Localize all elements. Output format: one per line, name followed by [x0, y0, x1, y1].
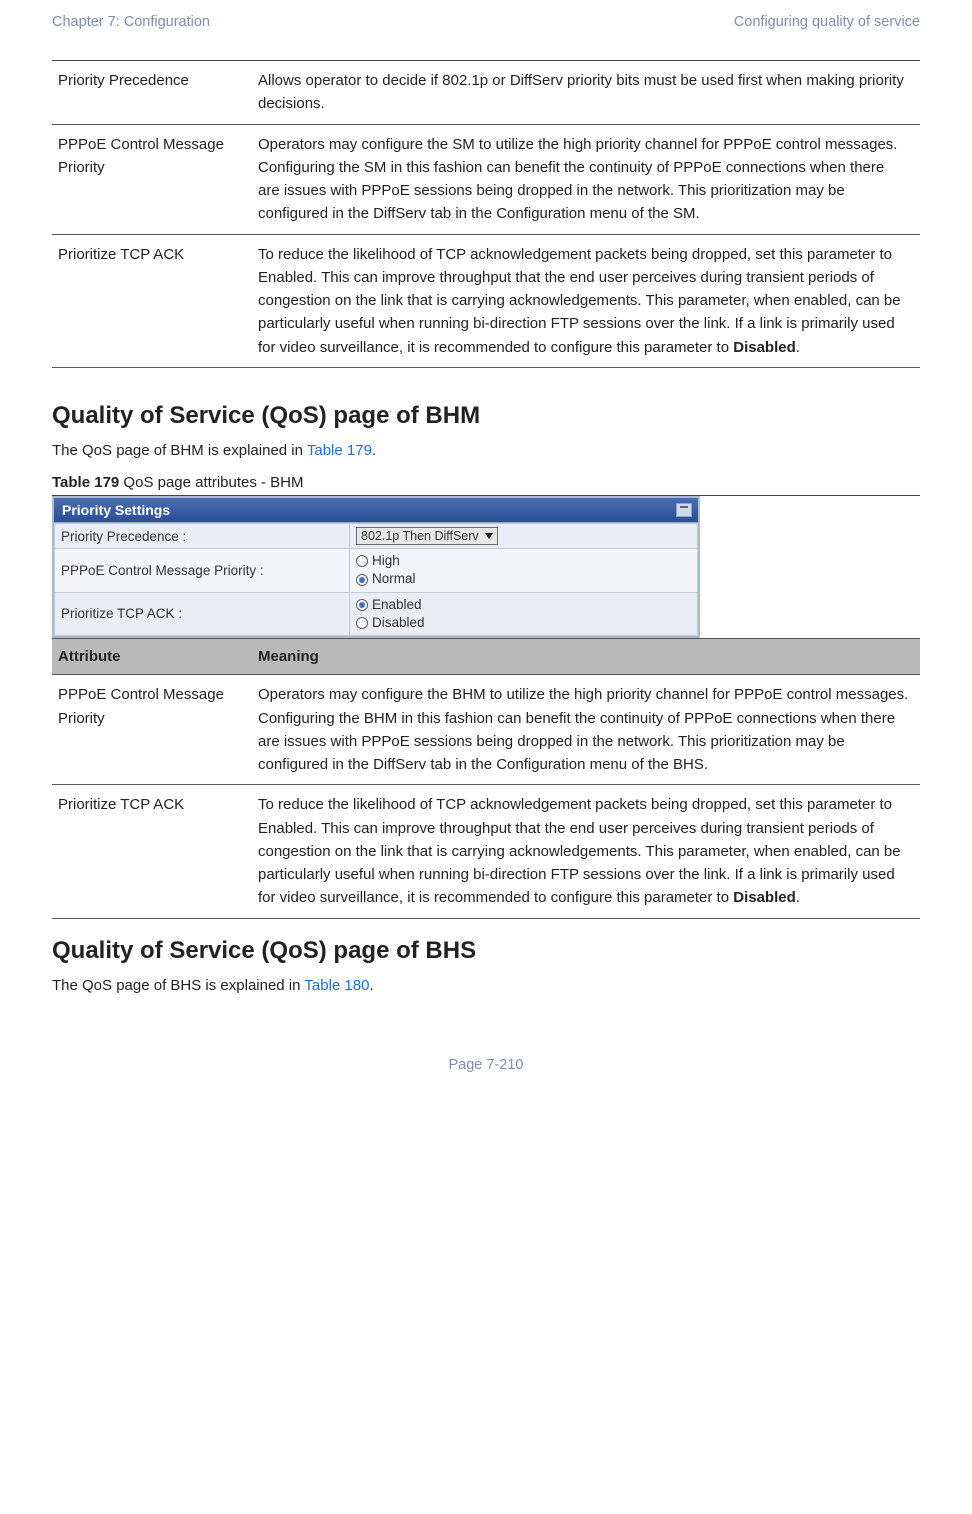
radio-option-enabled[interactable]: Enabled — [356, 596, 691, 614]
radio-option-disabled[interactable]: Disabled — [356, 614, 691, 632]
panel-row: Prioritize TCP ACK : Enabled Disabled — [55, 592, 698, 635]
section-heading-bhs: Quality of Service (QoS) page of BHS — [52, 937, 920, 965]
table-ref-link[interactable]: Table 180 — [304, 977, 369, 994]
desc-cell: Operators may configure the SM to utiliz… — [252, 124, 920, 234]
radio-label: Enabled — [372, 596, 422, 614]
page-footer: Page 7-210 — [52, 1057, 920, 1073]
table-header-row: Attribute Meaning — [52, 639, 920, 675]
intro-post: . — [369, 977, 373, 994]
panel-table: Priority Precedence : 802.1p Then DiffSe… — [54, 523, 698, 636]
radio-icon — [356, 599, 368, 611]
radio-icon — [356, 555, 368, 567]
table-row: Priority Precedence Allows operator to d… — [52, 61, 920, 124]
caption-bold: Table 179 — [52, 474, 119, 491]
column-header: Meaning — [252, 639, 920, 675]
column-header: Attribute — [52, 639, 252, 675]
radio-label: Normal — [372, 570, 416, 588]
attribute-table-1: Priority Precedence Allows operator to d… — [52, 61, 920, 368]
panel-control-cell: 802.1p Then DiffServ — [350, 524, 698, 549]
minimize-icon[interactable] — [676, 503, 692, 517]
desc-text: To reduce the likelihood of TCP acknowle… — [258, 796, 901, 906]
header-right: Configuring quality of service — [734, 14, 920, 30]
desc-post: . — [796, 339, 800, 356]
radio-icon — [356, 617, 368, 629]
panel-label: Prioritize TCP ACK : — [55, 592, 350, 635]
section-heading-bhm: Quality of Service (QoS) page of BHM — [52, 402, 920, 430]
select-value: 802.1p Then DiffServ — [361, 529, 479, 543]
desc-post: . — [796, 889, 800, 906]
chevron-down-icon — [485, 533, 493, 539]
panel-label: PPPoE Control Message Priority : — [55, 549, 350, 592]
panel-control-cell: High Normal — [350, 549, 698, 592]
attr-cell: PPPoE Control Message Priority — [52, 675, 252, 785]
page: Chapter 7: Configuration Configuring qua… — [0, 0, 972, 1103]
attr-cell: Prioritize TCP ACK — [52, 785, 252, 918]
panel-title: Priority Settings — [62, 502, 170, 518]
table-row: Prioritize TCP ACK To reduce the likelih… — [52, 785, 920, 918]
intro-pre: The QoS page of BHS is explained in — [52, 977, 304, 994]
header-left: Chapter 7: Configuration — [52, 14, 210, 30]
desc-bold: Disabled — [733, 889, 796, 906]
attr-cell: Priority Precedence — [52, 61, 252, 124]
attr-cell: PPPoE Control Message Priority — [52, 124, 252, 234]
table-row: PPPoE Control Message Priority Operators… — [52, 675, 920, 785]
table-ref-link[interactable]: Table 179 — [307, 442, 372, 459]
desc-cell: To reduce the likelihood of TCP acknowle… — [252, 234, 920, 367]
intro-paragraph-bhm: The QoS page of BHM is explained in Tabl… — [52, 440, 920, 463]
radio-label: High — [372, 552, 400, 570]
panel-body: Priority Precedence : 802.1p Then DiffSe… — [54, 523, 698, 636]
intro-pre: The QoS page of BHM is explained in — [52, 442, 307, 459]
panel-title-bar: Priority Settings — [54, 498, 698, 523]
radio-label: Disabled — [372, 614, 425, 632]
desc-bold: Disabled — [733, 339, 796, 356]
panel-row: PPPoE Control Message Priority : High No… — [55, 549, 698, 592]
caption-rest: QoS page attributes - BHM — [119, 474, 303, 491]
desc-cell: To reduce the likelihood of TCP acknowle… — [252, 785, 920, 918]
priority-settings-panel: Priority Settings Priority Precedence : … — [52, 496, 700, 638]
priority-precedence-select[interactable]: 802.1p Then DiffServ — [356, 527, 498, 545]
panel-label: Priority Precedence : — [55, 524, 350, 549]
desc-cell: Allows operator to decide if 802.1p or D… — [252, 61, 920, 124]
intro-post: . — [372, 442, 376, 459]
radio-icon — [356, 574, 368, 586]
radio-option-normal[interactable]: Normal — [356, 570, 691, 588]
table-row: PPPoE Control Message Priority Operators… — [52, 124, 920, 234]
page-header: Chapter 7: Configuration Configuring qua… — [52, 14, 920, 30]
attribute-table-2: Attribute Meaning PPPoE Control Message … — [52, 638, 920, 919]
table-row: Prioritize TCP ACK To reduce the likelih… — [52, 234, 920, 367]
attr-cell: Prioritize TCP ACK — [52, 234, 252, 367]
radio-option-high[interactable]: High — [356, 552, 691, 570]
table-caption: Table 179 QoS page attributes - BHM — [52, 474, 920, 491]
desc-text: To reduce the likelihood of TCP acknowle… — [258, 246, 901, 356]
desc-cell: Operators may configure the BHM to utili… — [252, 675, 920, 785]
panel-control-cell: Enabled Disabled — [350, 592, 698, 635]
panel-row: Priority Precedence : 802.1p Then DiffSe… — [55, 524, 698, 549]
intro-paragraph-bhs: The QoS page of BHS is explained in Tabl… — [52, 975, 920, 998]
